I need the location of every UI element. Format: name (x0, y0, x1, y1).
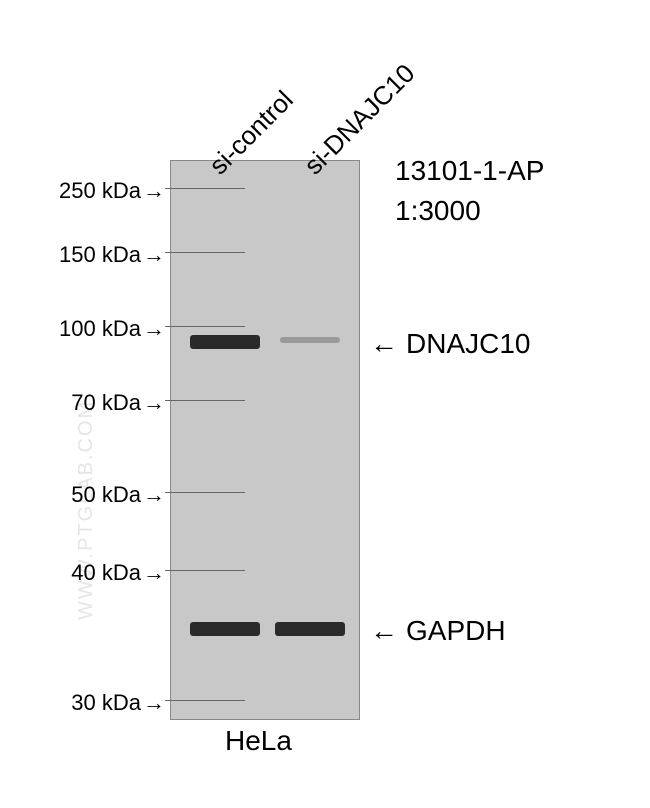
marker-weight-text: 40 kDa (71, 560, 141, 585)
right-annotation-text: DNAJC10 (406, 328, 530, 359)
blot-band (190, 622, 260, 636)
blot-band (280, 337, 340, 343)
marker-tick (165, 326, 245, 327)
watermark-text: WWW.PTGLAB.COM (75, 400, 98, 620)
marker-weight-text: 70 kDa (71, 390, 141, 415)
marker-weight-text: 250 kDa (59, 178, 141, 203)
arrow-left-icon: ← (370, 615, 398, 646)
blot-membrane (170, 160, 360, 720)
marker-label: 30 kDa→ (0, 690, 165, 716)
marker-label: 50 kDa→ (0, 482, 165, 508)
right-annotation-text: GAPDH (406, 615, 506, 646)
arrow-left-icon: ← (370, 328, 398, 359)
right-annotation: 1:3000 (395, 195, 481, 227)
marker-label: 250 kDa→ (0, 178, 165, 204)
arrow-right-icon: → (143, 242, 165, 267)
marker-label: 40 kDa→ (0, 560, 165, 586)
marker-weight-text: 150 kDa (59, 242, 141, 267)
marker-tick (165, 252, 245, 253)
marker-label: 100 kDa→ (0, 316, 165, 342)
marker-weight-text: 100 kDa (59, 316, 141, 341)
marker-weight-text: 30 kDa (71, 690, 141, 715)
arrow-right-icon: → (143, 560, 165, 585)
marker-tick (165, 492, 245, 493)
marker-label: 150 kDa→ (0, 242, 165, 268)
marker-tick (165, 700, 245, 701)
arrow-right-icon: → (143, 390, 165, 415)
western-blot-figure: WWW.PTGLAB.COM 250 kDa→150 kDa→100 kDa→7… (0, 0, 650, 808)
right-annotation: ← GAPDH (370, 615, 506, 647)
blot-band (190, 335, 260, 349)
marker-tick (165, 188, 245, 189)
marker-tick (165, 570, 245, 571)
right-annotation: ← DNAJC10 (370, 328, 530, 360)
blot-band (275, 622, 345, 636)
marker-tick (165, 400, 245, 401)
arrow-right-icon: → (143, 316, 165, 341)
right-annotation-text: 1:3000 (395, 195, 481, 226)
arrow-right-icon: → (143, 482, 165, 507)
right-annotation: 13101-1-AP (395, 155, 544, 187)
arrow-right-icon: → (143, 178, 165, 203)
marker-weight-text: 50 kDa (71, 482, 141, 507)
marker-label: 70 kDa→ (0, 390, 165, 416)
right-annotation-text: 13101-1-AP (395, 155, 544, 186)
arrow-right-icon: → (143, 690, 165, 715)
cell-line-label: HeLa (225, 725, 292, 757)
